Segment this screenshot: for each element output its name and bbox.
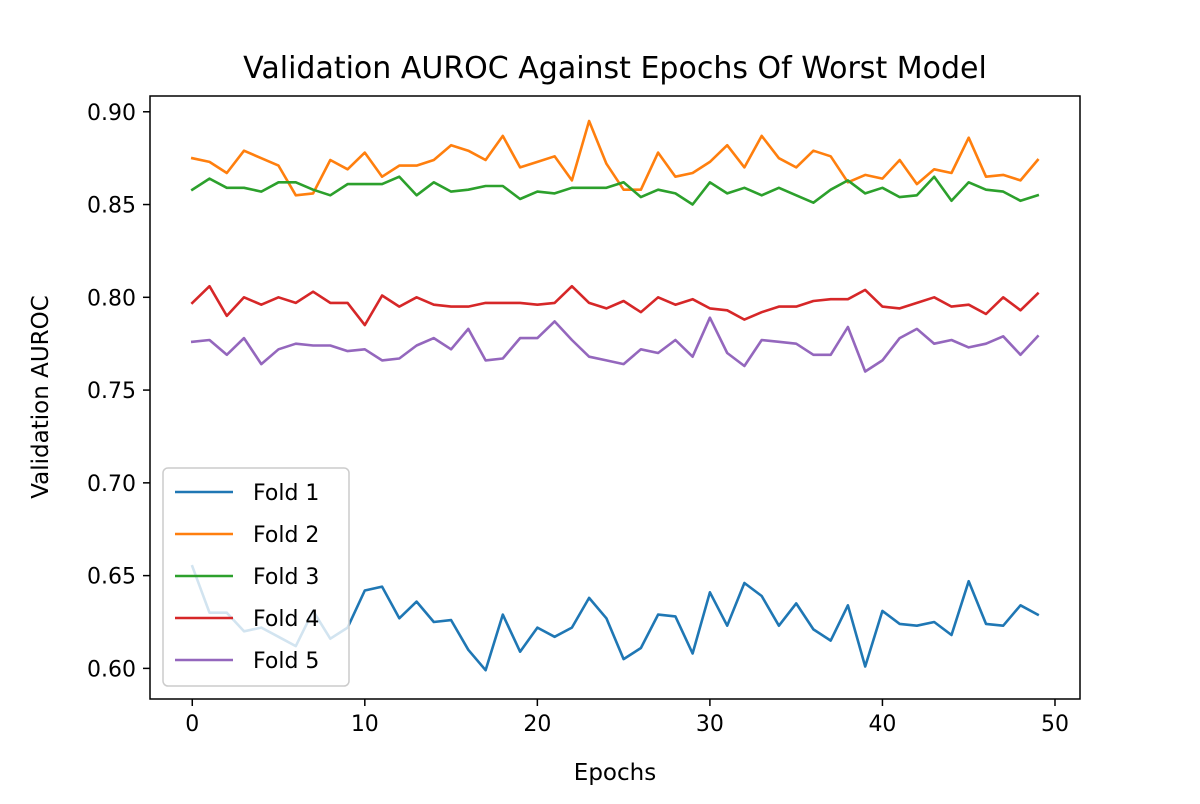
legend-label-fold-5: Fold 5 [253,649,319,674]
legend-label-fold-4: Fold 4 [253,607,319,632]
series-line-fold-3 [190,175,1040,206]
x-tick-label: 0 [185,712,199,737]
x-tick-label: 50 [1041,712,1069,737]
x-tick-label: 30 [696,712,724,737]
y-tick-label: 0.70 [87,472,136,497]
y-tick-label: 0.65 [87,565,136,590]
x-axis-ticks: 0 10 20 30 40 50 [185,699,1069,737]
y-axis-label: Validation AUROC [28,295,54,499]
x-tick-label: 20 [523,712,551,737]
x-tick-label: 10 [351,712,379,737]
y-tick-label: 0.90 [87,101,136,126]
chart-title: Validation AUROC Against Epochs Of Worst… [243,51,987,86]
y-tick-label: 0.80 [87,286,136,311]
axes-frame [149,95,1081,700]
series-line-fold-4 [190,284,1040,327]
x-axis-label: Epochs [574,760,656,786]
legend-label-fold-3: Fold 3 [253,565,319,590]
y-axis-ticks: 0.60 0.65 0.70 0.75 0.80 0.85 0.90 [87,101,150,682]
legend: Fold 1 Fold 2 Fold 3 Fold 4 Fold 5 [162,467,350,687]
y-tick-label: 0.75 [87,379,136,404]
series-line-fold-5 [190,316,1040,373]
legend-label-fold-2: Fold 2 [253,523,319,548]
legend-box [162,467,350,687]
x-tick-label: 40 [868,712,896,737]
legend-label-fold-1: Fold 1 [253,481,319,506]
series-line-fold-2 [190,119,1040,197]
y-tick-label: 0.60 [87,657,136,682]
y-tick-label: 0.85 [87,194,136,219]
